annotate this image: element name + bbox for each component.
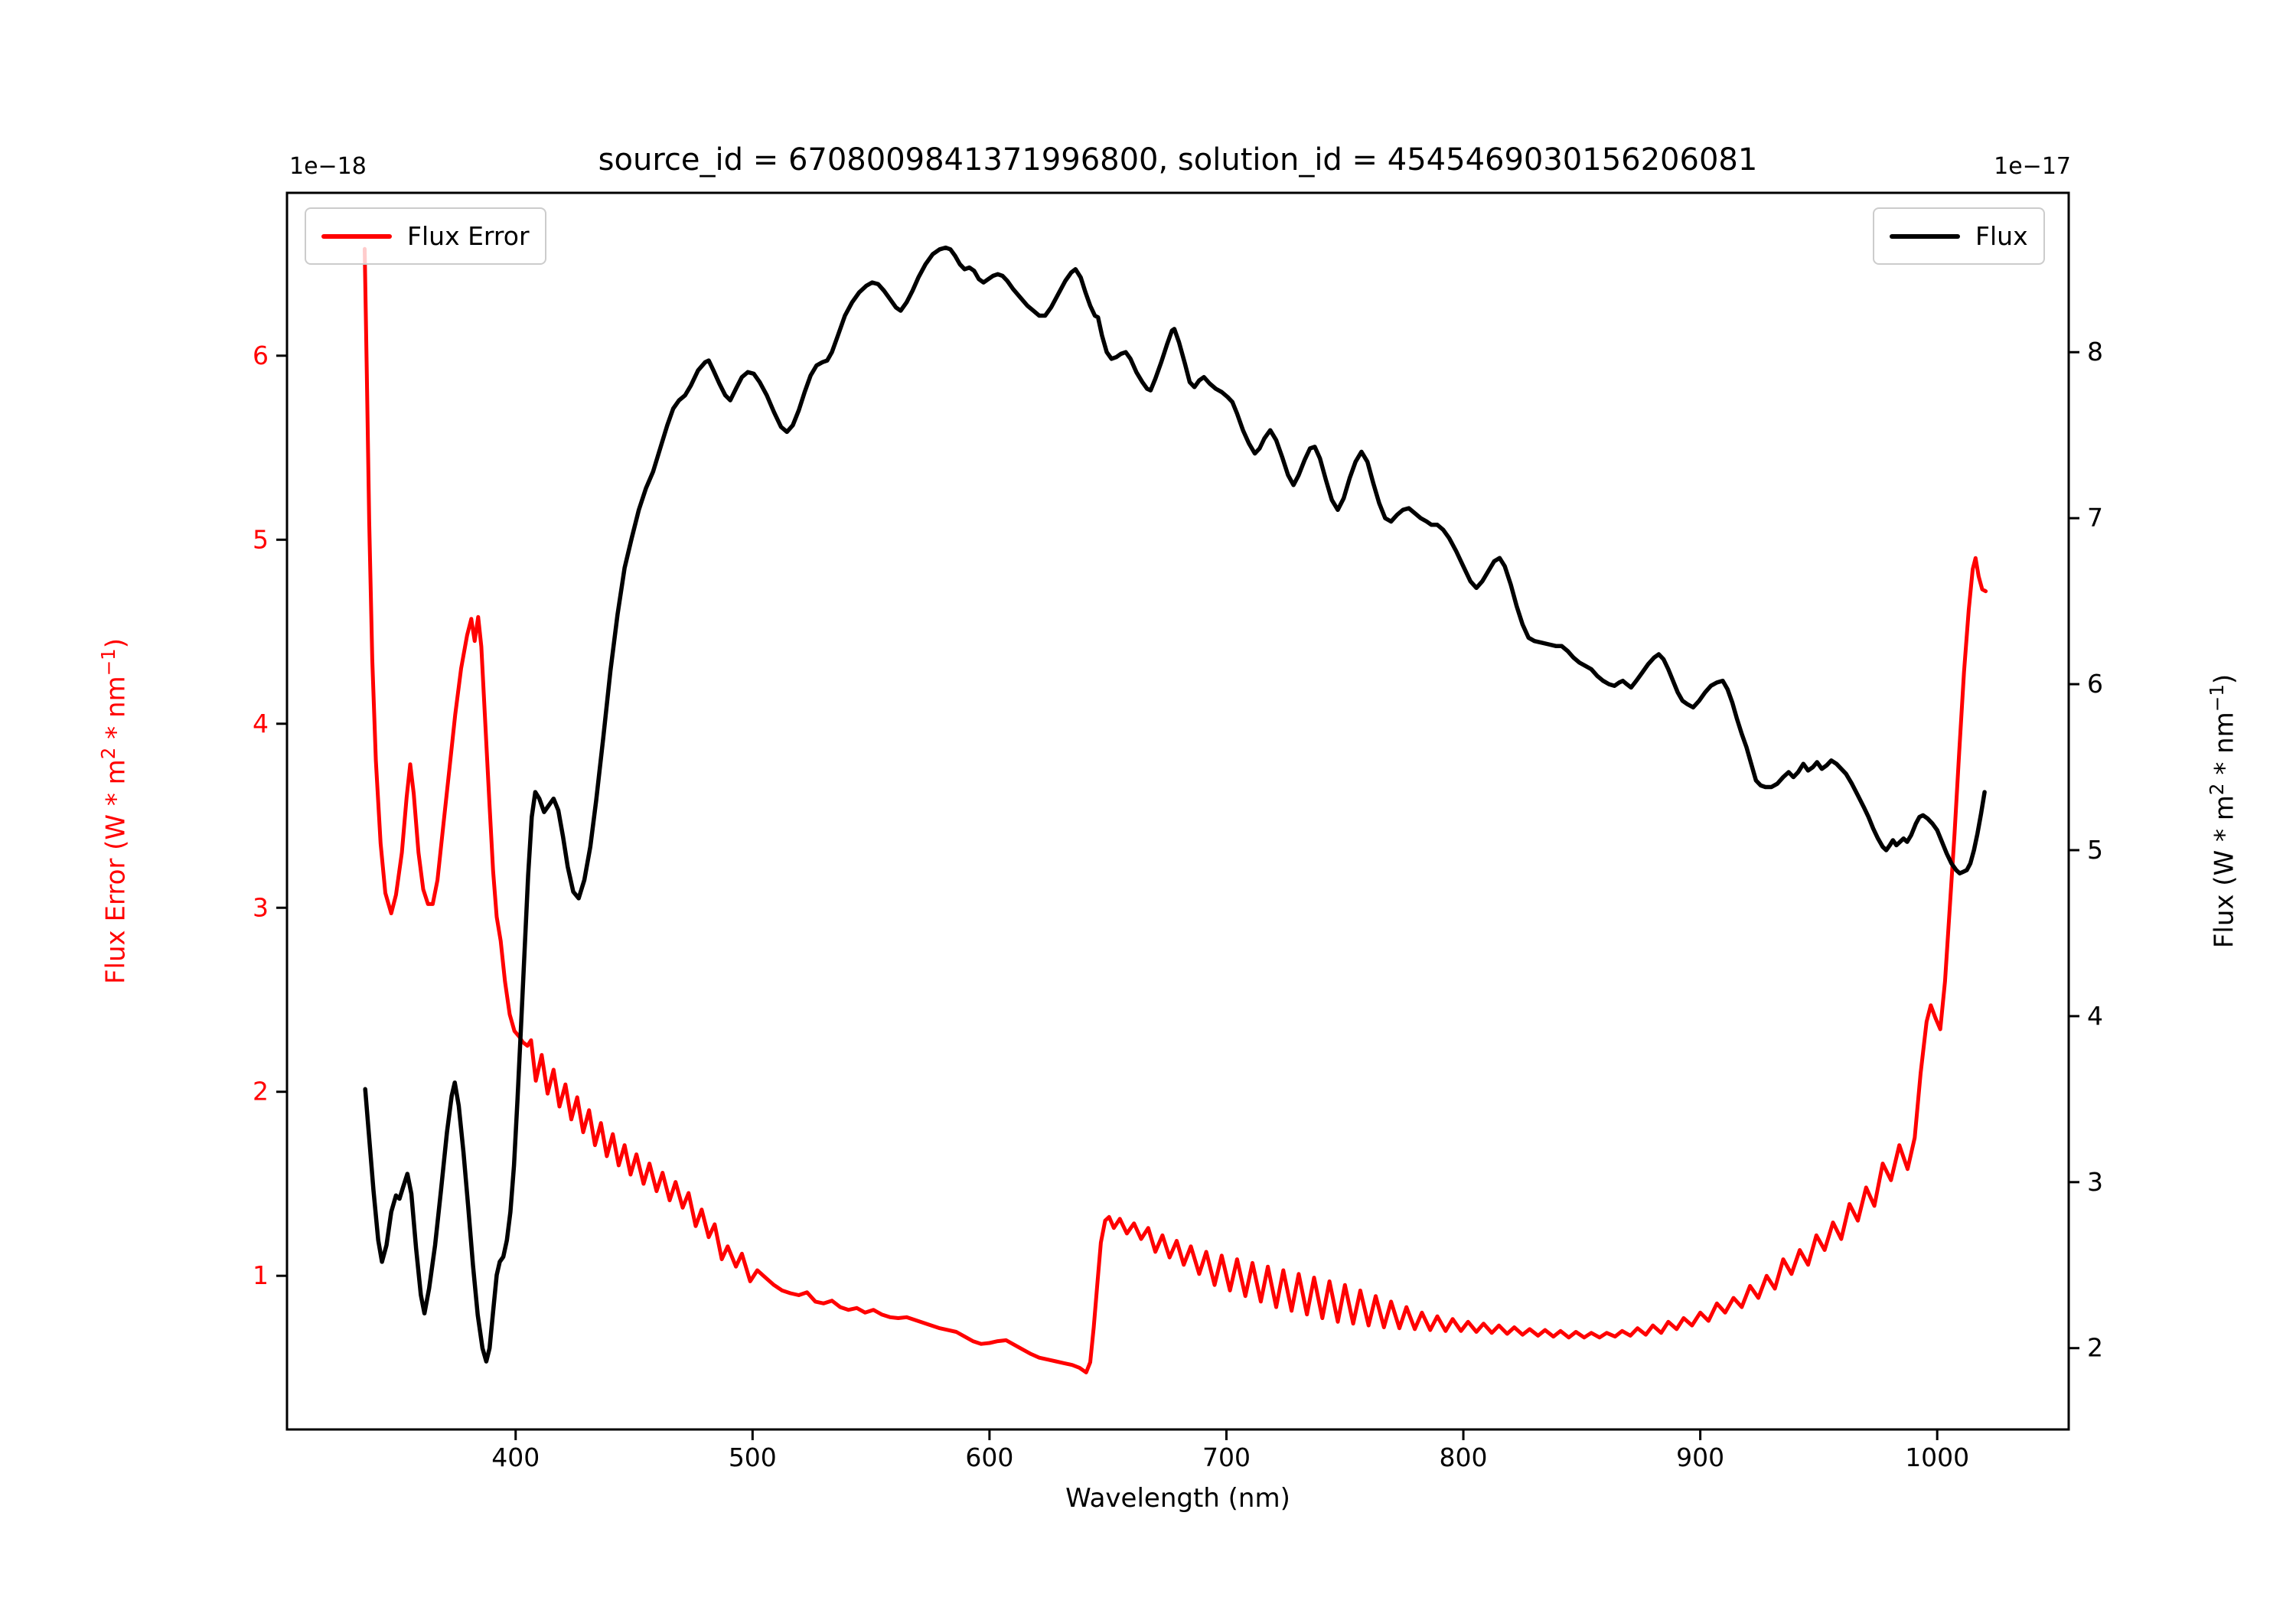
- x-tick-label: 1000: [1905, 1442, 1969, 1472]
- legend-flux-error: Flux Error: [305, 207, 546, 265]
- axes-frame: [285, 191, 2070, 1431]
- flux-curve: [363, 245, 1987, 1364]
- left-y-axis-label: Flux Error (W * m2 * nm−1): [97, 459, 132, 1163]
- x-tick-label: 600: [965, 1442, 1013, 1472]
- left-y-tick-label: 1: [253, 1260, 269, 1290]
- left-y-axis-label-supm1: −1: [97, 648, 119, 676]
- right-y-tick-label: 6: [2087, 669, 2103, 699]
- legend-flux-label: Flux: [1975, 221, 2028, 251]
- right-y-tick-label: 5: [2087, 835, 2103, 865]
- right-y-tick-label: 2: [2087, 1333, 2103, 1363]
- left-y-axis-label-sup2: 2: [97, 747, 119, 760]
- legend-flux: Flux: [1873, 207, 2045, 265]
- right-y-axis-label-text2: * nm: [2209, 712, 2240, 784]
- left-y-tick-label: 4: [253, 709, 269, 738]
- flux-line-sample: [1890, 233, 1960, 239]
- x-tick-label: 500: [729, 1442, 777, 1472]
- left-y-axis-label-text: Flux Error (W * m: [100, 759, 132, 984]
- x-tick-label: 700: [1202, 1442, 1251, 1472]
- left-y-tick-label: 3: [253, 892, 269, 922]
- right-y-axis-label-close: ): [2209, 673, 2240, 685]
- chart-title: source_id = 6708009841371996800, solutio…: [598, 142, 1758, 178]
- left-axis-offset-label: 1e−18: [289, 153, 367, 180]
- right-y-tick-label: 4: [2087, 1001, 2103, 1031]
- legend-flux-error-label: Flux Error: [407, 221, 530, 251]
- x-axis-label: Wavelength (nm): [1065, 1483, 1290, 1514]
- flux-error-line-sample: [321, 233, 392, 239]
- x-tick-label: 400: [491, 1442, 540, 1472]
- right-y-tick-label: 7: [2087, 503, 2103, 533]
- left-y-tick-label: 2: [253, 1077, 269, 1107]
- right-y-axis-label-supm1: −1: [2206, 684, 2228, 712]
- right-axis-offset-label: 1e−17: [1994, 153, 2071, 180]
- flux-error-curve: [363, 246, 1988, 1374]
- left-y-axis-label-close: ): [100, 638, 132, 649]
- right-y-axis-label-sup2: 2: [2206, 783, 2228, 796]
- right-y-tick-label: 3: [2087, 1167, 2103, 1197]
- right-y-tick-label: 8: [2087, 337, 2103, 367]
- right-y-axis-label: Flux (W * m2 * nm−1): [2206, 459, 2241, 1163]
- x-tick-label: 800: [1440, 1442, 1488, 1472]
- left-y-axis-label-text2: * nm: [100, 676, 132, 748]
- x-tick-label: 900: [1676, 1442, 1724, 1472]
- left-y-tick-label: 6: [253, 341, 269, 370]
- right-y-axis-label-text: Flux (W * m: [2209, 795, 2240, 949]
- left-y-tick-label: 5: [253, 524, 269, 554]
